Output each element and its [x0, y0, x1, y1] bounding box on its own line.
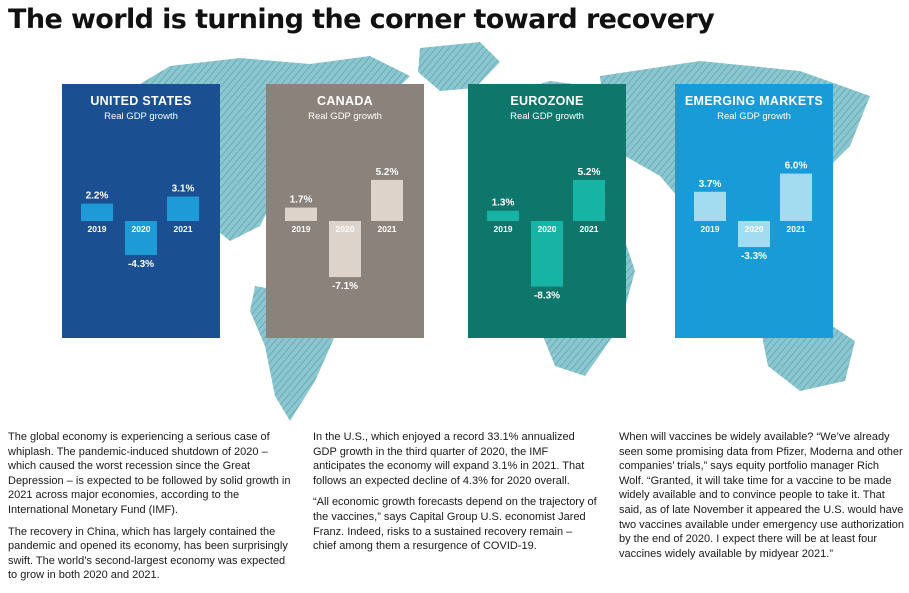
greenland-shape [418, 42, 500, 91]
data-label: 1.3% [492, 198, 515, 209]
bar-2021 [780, 173, 812, 221]
x-tick-label: 2021 [580, 224, 599, 234]
data-label: -7.1% [332, 281, 358, 292]
x-tick-label: 2019 [292, 224, 311, 234]
chart-panel-eurozone: 1.3% 2019 -8.3% 2020 5.2% 2021 EUROZONE Real GD… [468, 84, 626, 338]
x-tick-label: 2021 [174, 224, 193, 234]
bar-2021 [573, 179, 605, 221]
bar-chart-emerging-markets: 3.7% 2019 -3.3% 2020 6.0% 2021 [694, 161, 812, 262]
data-label: 6.0% [785, 161, 808, 172]
paragraph: When will vaccines be widely available? … [619, 431, 904, 560]
article-column-2: In the U.S., which enjoyed a record 33.1… [313, 430, 598, 561]
paragraph: In the U.S., which enjoyed a record 33.1… [313, 431, 585, 487]
bar-2020 [531, 221, 563, 287]
chart-title: UNITED STATES [90, 94, 192, 108]
data-label: -8.3% [534, 291, 560, 302]
x-tick-label: 2021 [787, 224, 806, 234]
data-label: 5.2% [376, 167, 399, 178]
paragraph: “All economic growth forecasts depend on… [313, 496, 597, 553]
bar-2020 [329, 221, 361, 278]
article-column-1: The global economy is experiencing a ser… [8, 430, 293, 590]
bar-2021 [371, 179, 403, 221]
bar-chart-eurozone: 1.3% 2019 -8.3% 2020 5.2% 2021 [487, 167, 605, 302]
data-label: 3.7% [699, 179, 722, 190]
chart-subtitle: Real GDP growth [510, 111, 584, 122]
x-tick-label: 2019 [494, 224, 513, 234]
x-tick-label: 2019 [88, 224, 107, 234]
data-label: 2.2% [86, 191, 109, 202]
bar-2019 [285, 207, 317, 221]
bar-chart-united-states: 2.2% 2019 -4.3% 2020 3.1% 2021 [81, 184, 199, 270]
chart-subtitle: Real GDP growth [308, 111, 382, 122]
paragraph: The recovery in China, which has largely… [8, 525, 288, 582]
bar-2019 [81, 203, 113, 221]
chart-subtitle: Real GDP growth [104, 111, 178, 122]
chart-title: CANADA [317, 94, 373, 108]
x-tick-label: 2020 [336, 224, 355, 234]
x-tick-label: 2019 [701, 224, 720, 234]
data-label: -3.3% [741, 251, 767, 262]
data-label: 5.2% [578, 167, 601, 178]
x-tick-label: 2020 [538, 224, 557, 234]
bar-2021 [167, 196, 199, 221]
bar-2019 [487, 210, 519, 221]
chart-panel-canada: 1.7% 2019 -7.1% 2020 5.2% 2021 CANADA Real GDP … [266, 84, 424, 338]
data-label: 3.1% [172, 184, 195, 195]
article-column-3: When will vaccines be widely available? … [619, 430, 904, 568]
chart-title: EMERGING MARKETS [684, 94, 824, 108]
bar-chart-canada: 1.7% 2019 -7.1% 2020 5.2% 2021 [285, 167, 403, 292]
chart-panel-united-states: 2.2% 2019 -4.3% 2020 3.1% 2021 UNITED STATES Re… [62, 84, 220, 338]
paragraph: The global economy is experiencing a ser… [8, 431, 291, 516]
bar-2019 [694, 191, 726, 221]
bar-2020 [125, 221, 157, 255]
chart-title: EUROZONE [510, 94, 584, 108]
data-label: 1.7% [290, 195, 313, 206]
chart-panel-emerging-markets: 3.7% 2019 -3.3% 2020 6.0% 2021 EMERGING MARKET… [675, 84, 833, 338]
x-tick-label: 2020 [132, 224, 151, 234]
page-title: The world is turning the corner toward r… [8, 4, 715, 35]
chart-subtitle: Real GDP growth [717, 111, 791, 122]
x-tick-label: 2021 [378, 224, 397, 234]
data-label: -4.3% [128, 259, 154, 270]
bar-2020 [738, 221, 770, 248]
x-tick-label: 2020 [745, 224, 764, 234]
